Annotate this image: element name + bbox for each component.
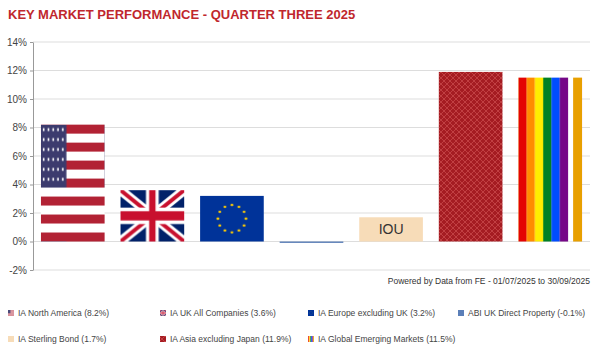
grid-line [33, 70, 590, 71]
legend-label: IA Sterling Bond (1.7%) [18, 334, 107, 344]
legend-item: IA Asia excluding Japan (11.9%) [160, 334, 291, 344]
legend-swatch [8, 310, 14, 316]
bar [280, 242, 344, 243]
tick-mark [30, 99, 33, 100]
bar [41, 125, 105, 242]
grid-line [33, 213, 590, 214]
legend-item: IA Europe excluding UK (3.2%) [308, 308, 435, 318]
legend-swatch [308, 336, 314, 342]
legend-label: IA North America (8.2%) [18, 308, 109, 318]
legend-swatch [160, 336, 166, 342]
bar-label: IOU [379, 221, 404, 237]
bar [121, 190, 185, 241]
legend-label: IA Asia excluding Japan (11.9%) [170, 334, 291, 344]
grid-line [33, 127, 590, 128]
tick-mark [30, 242, 33, 243]
title: KEY MARKET PERFORMANCE - QUARTER THREE 2… [8, 7, 355, 22]
tick-mark [30, 185, 33, 186]
tick: 10% [7, 94, 33, 105]
bar [439, 72, 503, 242]
legend-item: IA Sterling Bond (1.7%) [8, 334, 107, 344]
tick: 0% [13, 236, 33, 247]
tick: 12% [7, 65, 33, 76]
tick-mark [30, 156, 33, 157]
grid-line [33, 270, 590, 271]
tick: 14% [7, 37, 33, 48]
legend-swatch [308, 310, 314, 316]
y-axis: -2% 0% 2% 4% 6% 8% 10% 12% 14% [7, 37, 34, 276]
legend-item: IA Global Emerging Markets (11.5%) [308, 334, 455, 344]
legend-swatch [458, 310, 464, 316]
legend-label: IA Global Emerging Markets (11.5%) [318, 334, 455, 344]
tick-label: 0% [13, 236, 28, 247]
chart: KEY MARKET PERFORMANCE - QUARTER THREE 2… [0, 0, 600, 363]
bar [200, 196, 264, 242]
legend-label: IA UK All Companies (3.6%) [170, 308, 276, 318]
grid-line [33, 42, 590, 43]
tick-label: -2% [9, 265, 27, 276]
legend-item: ABI UK Direct Property (-0.1%) [458, 308, 585, 318]
tick: 8% [13, 122, 33, 133]
tick-mark [30, 71, 33, 72]
grid [33, 42, 590, 270]
tick: 6% [13, 151, 33, 162]
tick-label: 8% [13, 122, 28, 133]
legend-label: ABI UK Direct Property (-0.1%) [468, 308, 585, 318]
annotation: Powered by Data from FE - 01/07/2025 to … [388, 276, 591, 286]
bar [518, 78, 582, 242]
tick-label: 2% [13, 208, 28, 219]
legend: IA North America (8.2%) IA UK All Compani… [8, 308, 585, 344]
bars [41, 72, 582, 243]
tick: -2% [9, 265, 33, 276]
axis-line [33, 43, 34, 271]
tick-label: 6% [13, 151, 28, 162]
tick-mark [30, 213, 33, 214]
tick: 4% [13, 179, 33, 190]
legend-item: IA North America (8.2%) [8, 308, 109, 318]
tick-label: 10% [7, 94, 27, 105]
tick-label: 14% [7, 37, 27, 48]
grid-line [33, 241, 590, 242]
tick-mark [30, 42, 33, 43]
legend-label: IA Europe excluding UK (3.2%) [318, 308, 435, 318]
tick: 2% [13, 208, 33, 219]
grid-line [33, 184, 590, 185]
tick-mark [30, 128, 33, 129]
grid-line [33, 156, 590, 157]
tick-mark [30, 270, 33, 271]
tick-label: 4% [13, 179, 28, 190]
legend-swatch [160, 310, 166, 316]
bar [359, 217, 423, 241]
grid-line [33, 99, 590, 100]
legend-swatch [8, 336, 14, 342]
legend-item: IA UK All Companies (3.6%) [160, 308, 276, 318]
tick-label: 12% [7, 65, 27, 76]
